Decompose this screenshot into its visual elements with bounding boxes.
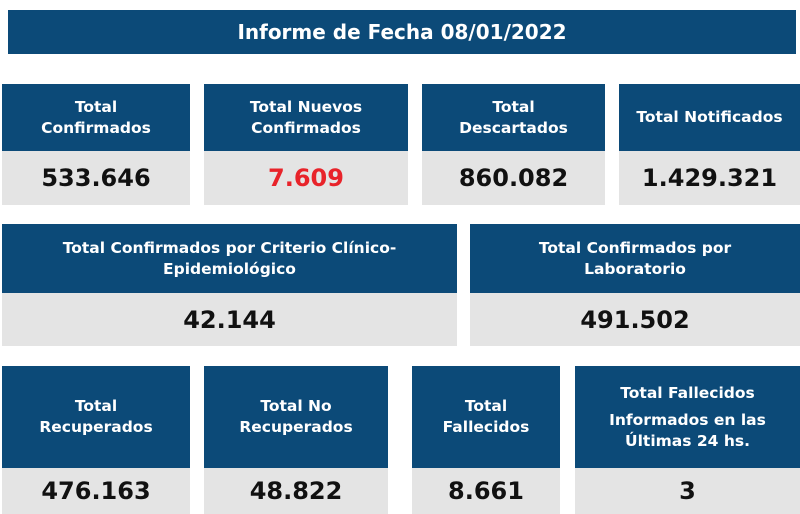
- card-label-line: Total Confirmados por: [538, 238, 732, 257]
- card-header: Total Confirmados: [2, 84, 190, 151]
- card-label-line: Total Fallecidos: [620, 383, 755, 402]
- card-total-confirmados: Total Confirmados 533.646: [2, 84, 190, 205]
- card-header: Total Nuevos Confirmados: [204, 84, 408, 151]
- card-label-line: Últimas 24 hs.: [625, 431, 750, 450]
- card-total-no-recuperados: Total No Recuperados 48.822: [204, 366, 388, 514]
- card-total-notificados: Total Notificados 1.429.321: [619, 84, 800, 205]
- card-label-line: Laboratorio: [584, 259, 686, 278]
- card-value: 7.609: [204, 151, 408, 205]
- card-header: Total Notificados: [619, 84, 800, 151]
- card-label-line: Recuperados: [39, 418, 153, 436]
- card-label-line: Confirmados: [41, 118, 151, 137]
- card-header: Total Confirmados por Laboratorio: [470, 224, 800, 293]
- card-label-line: Total Confirmados por Criterio Clínico-: [62, 238, 397, 257]
- card-value: 860.082: [422, 151, 605, 205]
- card-value: 8.661: [412, 468, 560, 514]
- card-label-line: Descartados: [459, 118, 568, 137]
- card-total-recuperados: Total Recuperados 476.163: [2, 366, 190, 514]
- card-total-fallecidos: Total Fallecidos 8.661: [412, 366, 560, 514]
- card-total-nuevos-confirmados: Total Nuevos Confirmados 7.609: [204, 84, 408, 205]
- card-fallecidos-ultimas-24hs: Total Fallecidos Informados en las Últim…: [575, 366, 800, 514]
- card-header: Total Confirmados por Criterio Clínico- …: [2, 224, 457, 293]
- card-header: Total Descartados: [422, 84, 605, 151]
- report-title: Informe de Fecha 08/01/2022: [237, 20, 567, 44]
- card-value: 42.144: [2, 293, 457, 346]
- card-label-line: Recuperados: [239, 418, 353, 436]
- report-date-banner: Informe de Fecha 08/01/2022: [8, 10, 796, 54]
- card-label-line: Total: [74, 97, 118, 116]
- card-value: 476.163: [2, 468, 190, 514]
- card-label-line: Total: [492, 97, 535, 116]
- card-label-line: Total Nuevos: [249, 97, 363, 116]
- card-value: 1.429.321: [619, 151, 800, 205]
- card-value: 491.502: [470, 293, 800, 346]
- card-value: 48.822: [204, 468, 388, 514]
- card-total-descartados: Total Descartados 860.082: [422, 84, 605, 205]
- card-value: 533.646: [2, 151, 190, 205]
- card-header: Total Fallecidos Informados en las Últim…: [575, 366, 800, 468]
- card-label-line: Total: [464, 397, 508, 415]
- card-header: Total No Recuperados: [204, 366, 388, 468]
- card-label-line: Fallecidos: [442, 418, 530, 436]
- card-confirmados-criterio-clinico: Total Confirmados por Criterio Clínico- …: [2, 224, 457, 346]
- card-confirmados-laboratorio: Total Confirmados por Laboratorio 491.50…: [470, 224, 800, 346]
- card-label-line: Total: [74, 397, 118, 415]
- card-label-line: Informados en las: [609, 410, 766, 429]
- card-value: 3: [575, 468, 800, 514]
- card-header: Total Recuperados: [2, 366, 190, 468]
- card-label-line: Confirmados: [251, 118, 361, 137]
- card-label-line: Epidemiológico: [163, 259, 296, 278]
- card-header: Total Fallecidos: [412, 366, 560, 468]
- card-label-line: Total No: [260, 397, 332, 415]
- card-label-line: Total Notificados: [636, 108, 783, 126]
